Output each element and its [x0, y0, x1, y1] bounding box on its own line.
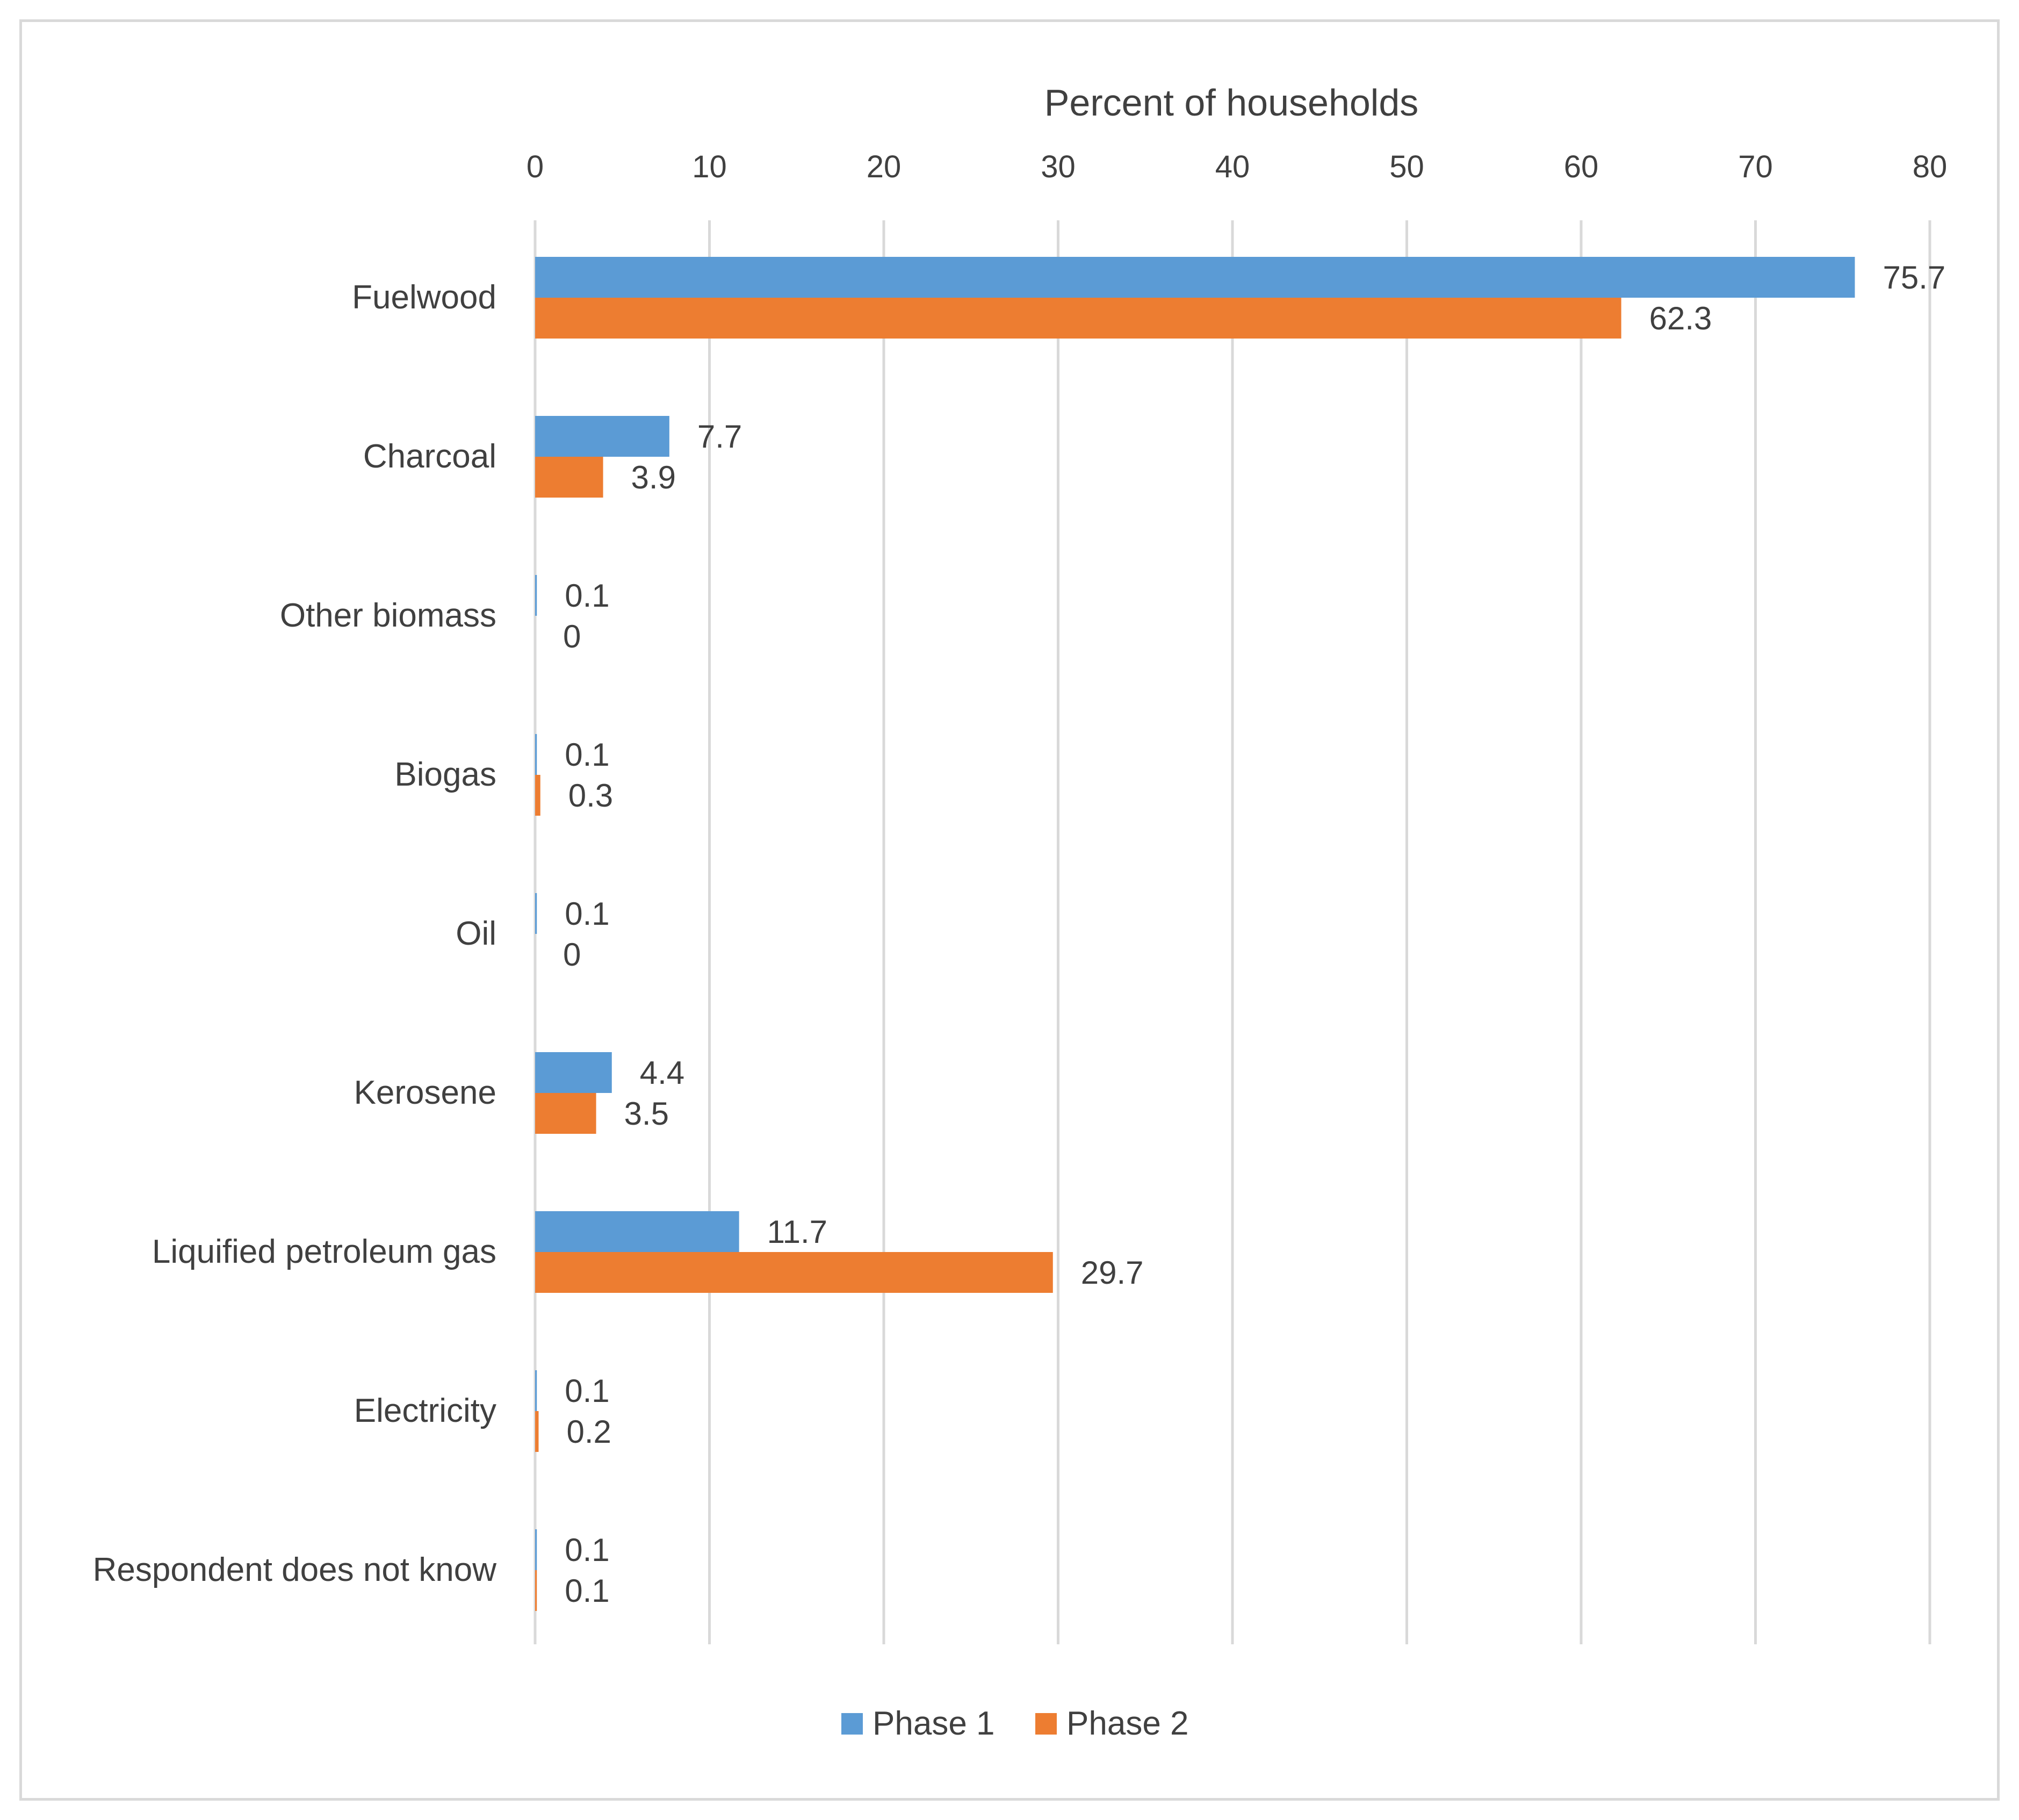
gridlines	[533, 220, 1931, 1644]
data-label-phase-2: 0.1	[565, 1573, 609, 1609]
bar-phase-2	[535, 1570, 537, 1611]
data-label-phase-1: 11.7	[767, 1214, 827, 1250]
data-label-phase-2: 0	[563, 937, 581, 973]
data-label-phase-2: 62.3	[1649, 300, 1712, 336]
data-label-phase-1: 4.4	[640, 1055, 684, 1091]
legend-label-phase-2: Phase 2	[1066, 1705, 1189, 1742]
bar-phase-1	[535, 1370, 537, 1411]
x-tick-label-20: 20	[867, 149, 902, 184]
x-tick-label-50: 50	[1389, 149, 1424, 184]
x-tick-label-0: 0	[527, 149, 544, 184]
data-label-phase-2: 29.7	[1081, 1255, 1144, 1291]
data-label-phase-1: 0.1	[565, 578, 609, 614]
category-label: Charcoal	[363, 438, 496, 475]
category-label: Biogas	[394, 756, 496, 793]
bar-phase-2	[535, 1252, 1053, 1293]
x-tick-label-40: 40	[1215, 149, 1250, 184]
bar-phase-1	[535, 1052, 612, 1093]
data-label-phase-2: 3.5	[624, 1096, 669, 1132]
data-label-phase-1: 7.7	[697, 419, 742, 455]
data-label-phase-2: 3.9	[631, 459, 676, 495]
data-label-phase-2: 0.2	[566, 1414, 611, 1450]
x-tick-label-60: 60	[1564, 149, 1599, 184]
bars	[535, 257, 1855, 1611]
legend-swatch-phase-1	[841, 1713, 863, 1735]
bar-phase-1	[535, 575, 537, 616]
bar-phase-1	[535, 734, 537, 775]
bar-phase-2	[535, 1411, 539, 1452]
category-label: Electricity	[354, 1392, 496, 1429]
category-label: Respondent does not know	[93, 1551, 497, 1588]
bar-phase-1	[535, 1211, 739, 1252]
legend-label-phase-1: Phase 1	[873, 1705, 995, 1742]
x-tick-label-10: 10	[692, 149, 727, 184]
data-label-phase-2: 0.3	[568, 778, 613, 814]
x-tick-label-80: 80	[1913, 149, 1948, 184]
category-label: Other biomass	[280, 597, 496, 634]
data-label-phase-1: 0.1	[565, 1532, 609, 1568]
data-label-phase-2: 0	[563, 618, 581, 654]
data-labels: 75.7 62.3 7.7 3.9 0.1 0 0.1 0.3 0.1 0 4.4 3.5 11.7 29…	[563, 260, 1945, 1609]
category-label: Oil	[456, 915, 496, 952]
bar-phase-2	[535, 298, 1621, 339]
bar-phase-1	[535, 1529, 537, 1570]
category-label: Liquified petroleum gas	[152, 1233, 496, 1270]
bar-phase-1	[535, 893, 537, 934]
bar-phase-2	[535, 1093, 596, 1134]
x-tick-label-30: 30	[1041, 149, 1076, 184]
bar-phase-1	[535, 416, 669, 457]
legend: Phase 1 Phase 2	[841, 1705, 1189, 1742]
legend-swatch-phase-2	[1035, 1713, 1057, 1735]
category-label: Fuelwood	[352, 279, 496, 316]
data-label-phase-1: 0.1	[565, 1373, 609, 1409]
category-label: Kerosene	[354, 1074, 496, 1111]
data-label-phase-1: 75.7	[1883, 260, 1945, 296]
y-axis-categories: Fuelwood Charcoal Other biomass Biogas Oil Ke…	[93, 279, 497, 1588]
bar-phase-1	[535, 257, 1855, 298]
x-axis-title: Percent of households	[1044, 82, 1419, 124]
x-tick-label-70: 70	[1738, 149, 1773, 184]
data-label-phase-1: 0.1	[565, 896, 609, 932]
bar-phase-2	[535, 457, 603, 498]
bar-phase-2	[535, 775, 540, 816]
data-label-phase-1: 0.1	[565, 737, 609, 773]
x-axis-ticks: 0 10 20 30 40 50 60 70 80	[527, 149, 1947, 184]
